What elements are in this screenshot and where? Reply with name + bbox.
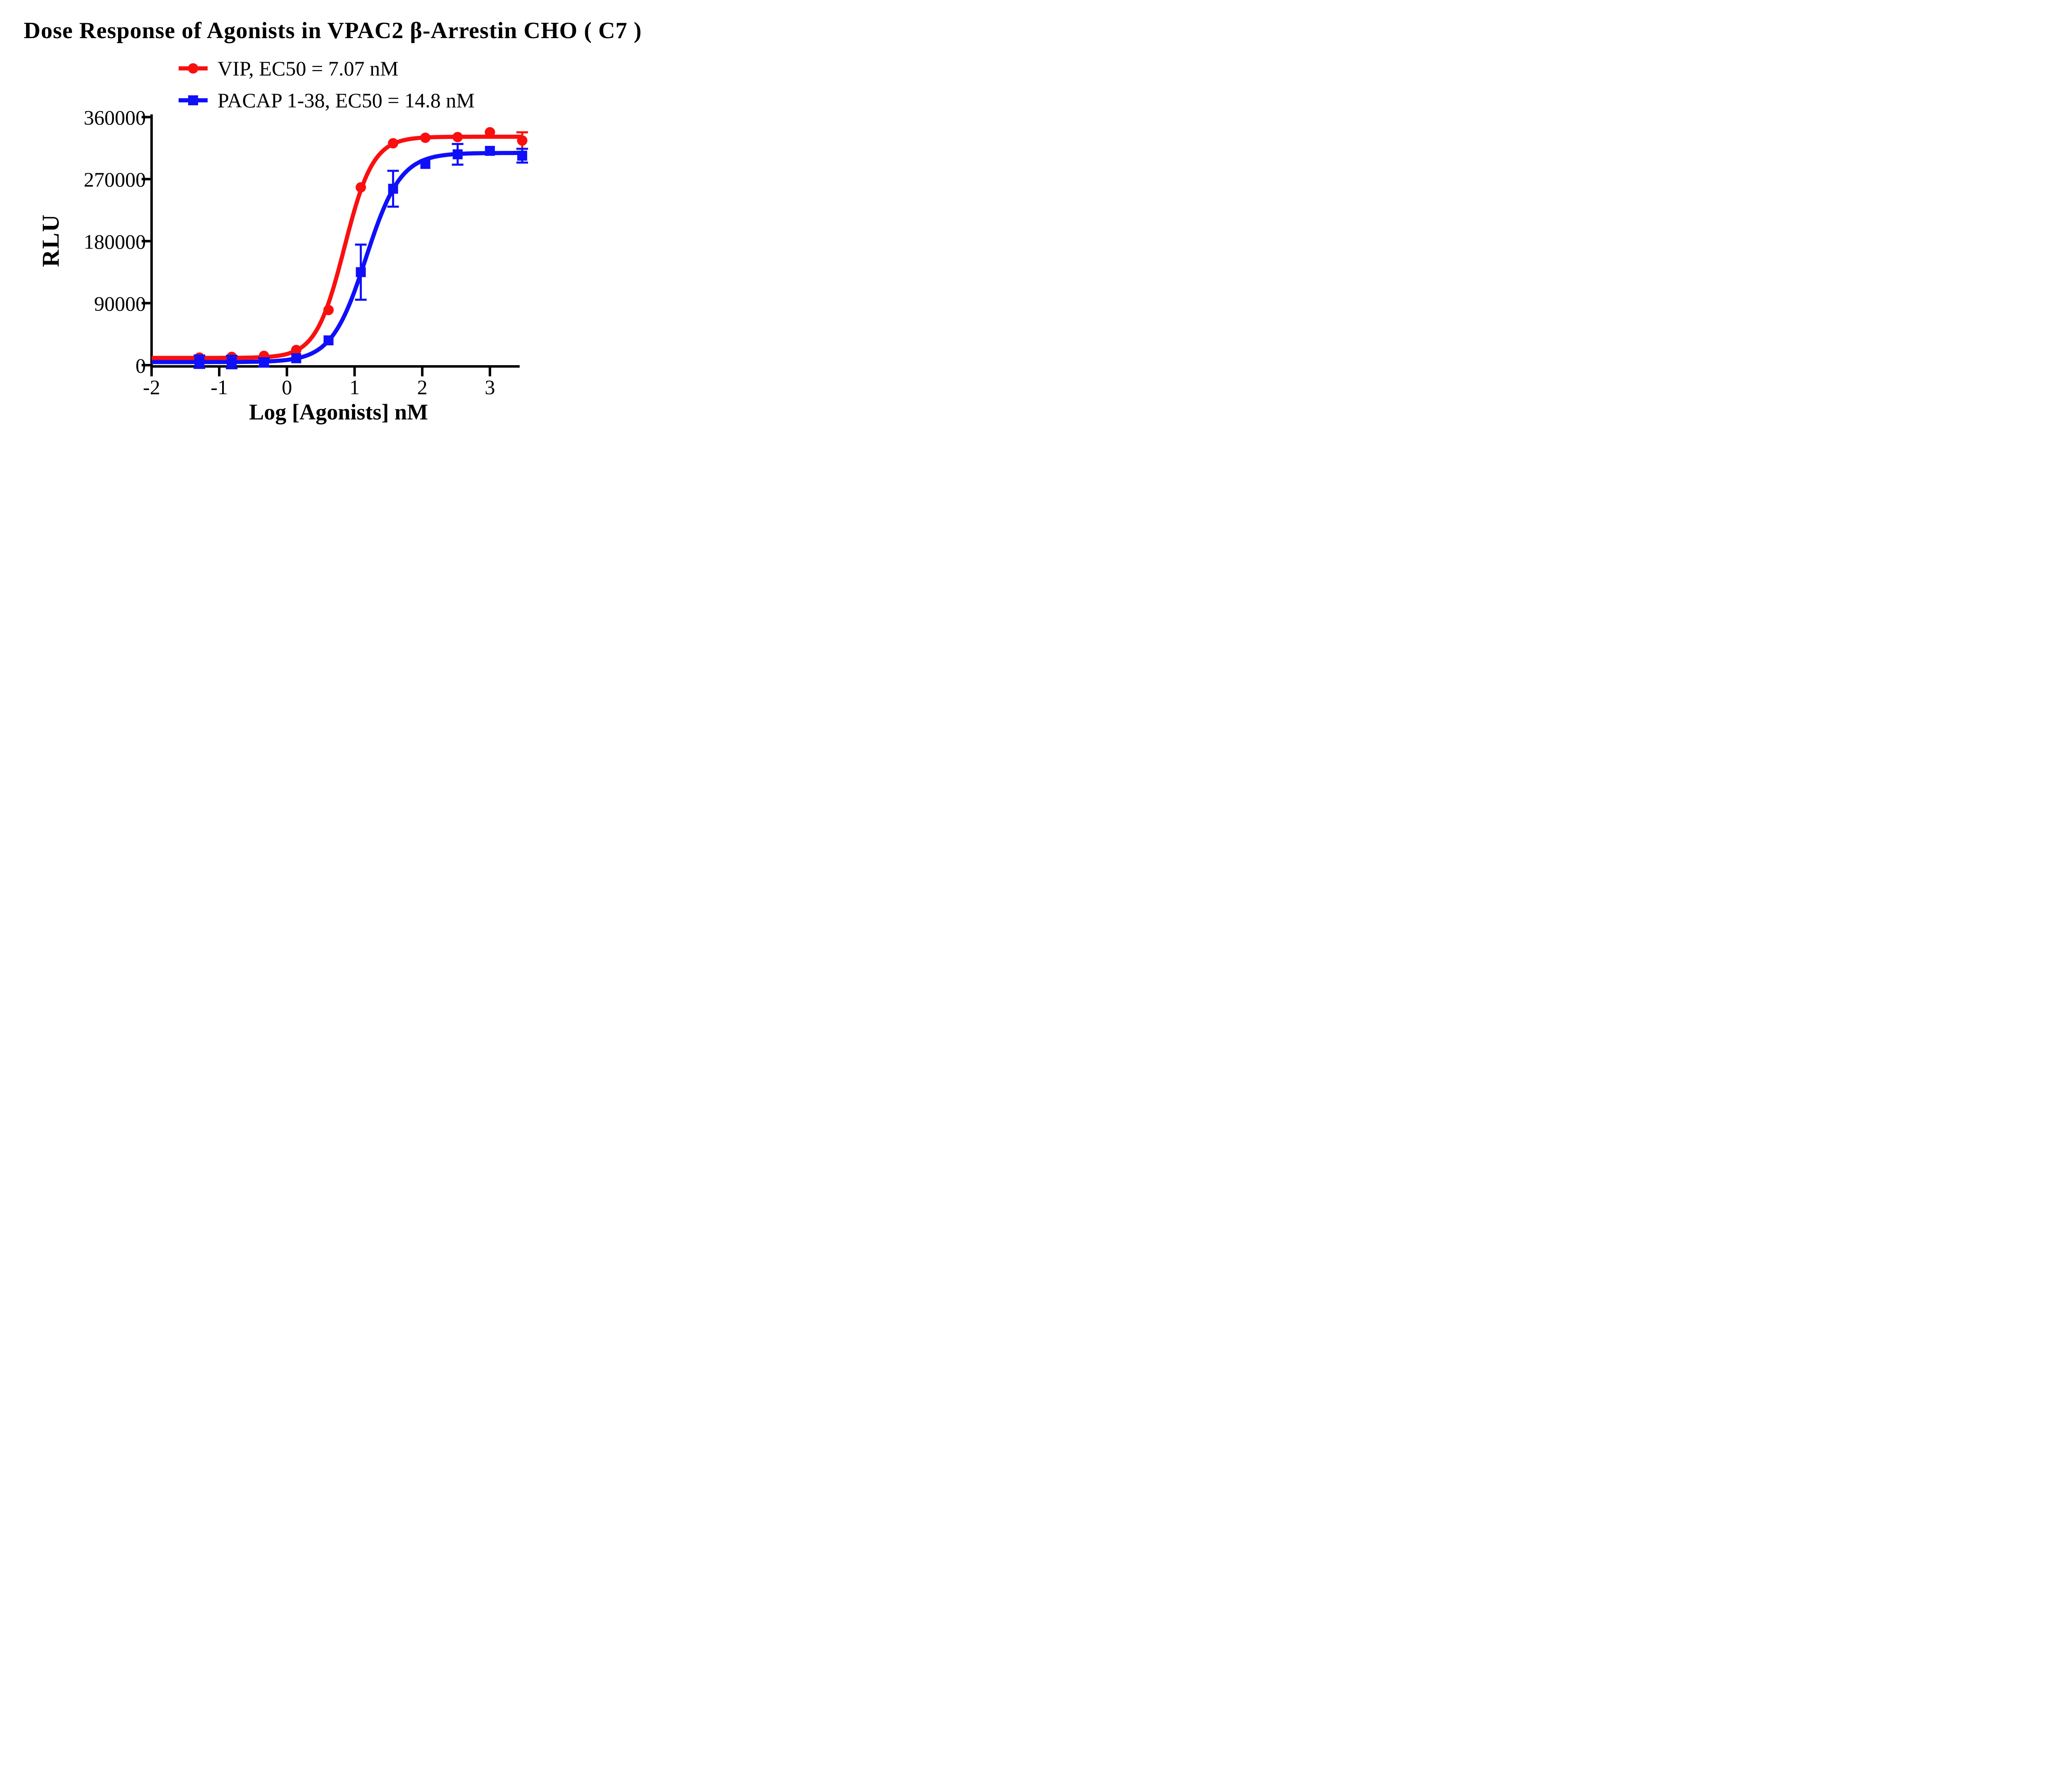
legend-item-pacap: PACAP 1-38, EC50 = 14.8 nM	[179, 89, 474, 112]
pacap-data-point	[356, 267, 366, 277]
x-tick-label: -1	[211, 376, 228, 399]
vip-data-point	[388, 138, 399, 149]
plot-area: -2 -1 0 1 2 3 0 90000 180000 270000 360000	[84, 106, 528, 399]
y-tick-label: 180000	[84, 230, 146, 253]
x-tick-label: 0	[282, 376, 292, 399]
pacap-data-point	[194, 356, 205, 367]
pacap-data-point	[453, 149, 463, 160]
pacap-data-point	[227, 357, 237, 367]
legend-symbol-circle	[188, 63, 198, 74]
x-tick-label: 2	[417, 376, 427, 399]
chart-title: Dose Response of Agonists in VPAC2 β-Arr…	[24, 18, 642, 44]
vip-data-point	[420, 132, 431, 143]
pacap-data-point	[420, 159, 431, 169]
x-tick-label: -2	[143, 376, 160, 399]
pacap-data-point	[485, 145, 495, 156]
legend-label-vip: VIP, EC50 = 7.07 nM	[218, 57, 399, 80]
pacap-data-point	[323, 335, 334, 346]
x-axis-title: Log [Agonists] nM	[249, 400, 428, 424]
y-tick-label: 360000	[84, 106, 146, 129]
vip-data-point	[356, 182, 366, 193]
x-tick-label: 3	[485, 376, 495, 399]
pacap-data-point	[259, 357, 269, 368]
y-tick-label: 90000	[94, 292, 146, 315]
legend-marker-pacap-icon	[179, 95, 208, 105]
legend-label-pacap: PACAP 1-38, EC50 = 14.8 nM	[218, 89, 475, 112]
legend: VIP, EC50 = 7.07 nM PACAP 1-38, EC50 = 1…	[179, 57, 474, 112]
vip-data-point	[291, 344, 302, 355]
x-tick-label: 1	[349, 376, 360, 399]
y-tick-label: 270000	[84, 168, 146, 191]
legend-symbol-square	[188, 95, 198, 105]
series-curve-vip	[151, 134, 522, 360]
vip-data-point	[517, 135, 528, 146]
chart-canvas: Dose Response of Agonists in VPAC2 β-Arr…	[0, 0, 666, 444]
pacap-data-point	[388, 184, 398, 194]
pacap-data-point	[291, 353, 301, 364]
vip-data-point	[323, 305, 334, 315]
legend-marker-vip-icon	[179, 63, 208, 74]
vip-data-point	[452, 132, 463, 143]
legend-item-vip: VIP, EC50 = 7.07 nM	[179, 57, 474, 80]
pacap-data-point	[517, 150, 528, 161]
y-tick-label: 0	[136, 354, 146, 377]
series-curve-pacap	[151, 151, 522, 364]
vip-data-point	[484, 127, 495, 138]
